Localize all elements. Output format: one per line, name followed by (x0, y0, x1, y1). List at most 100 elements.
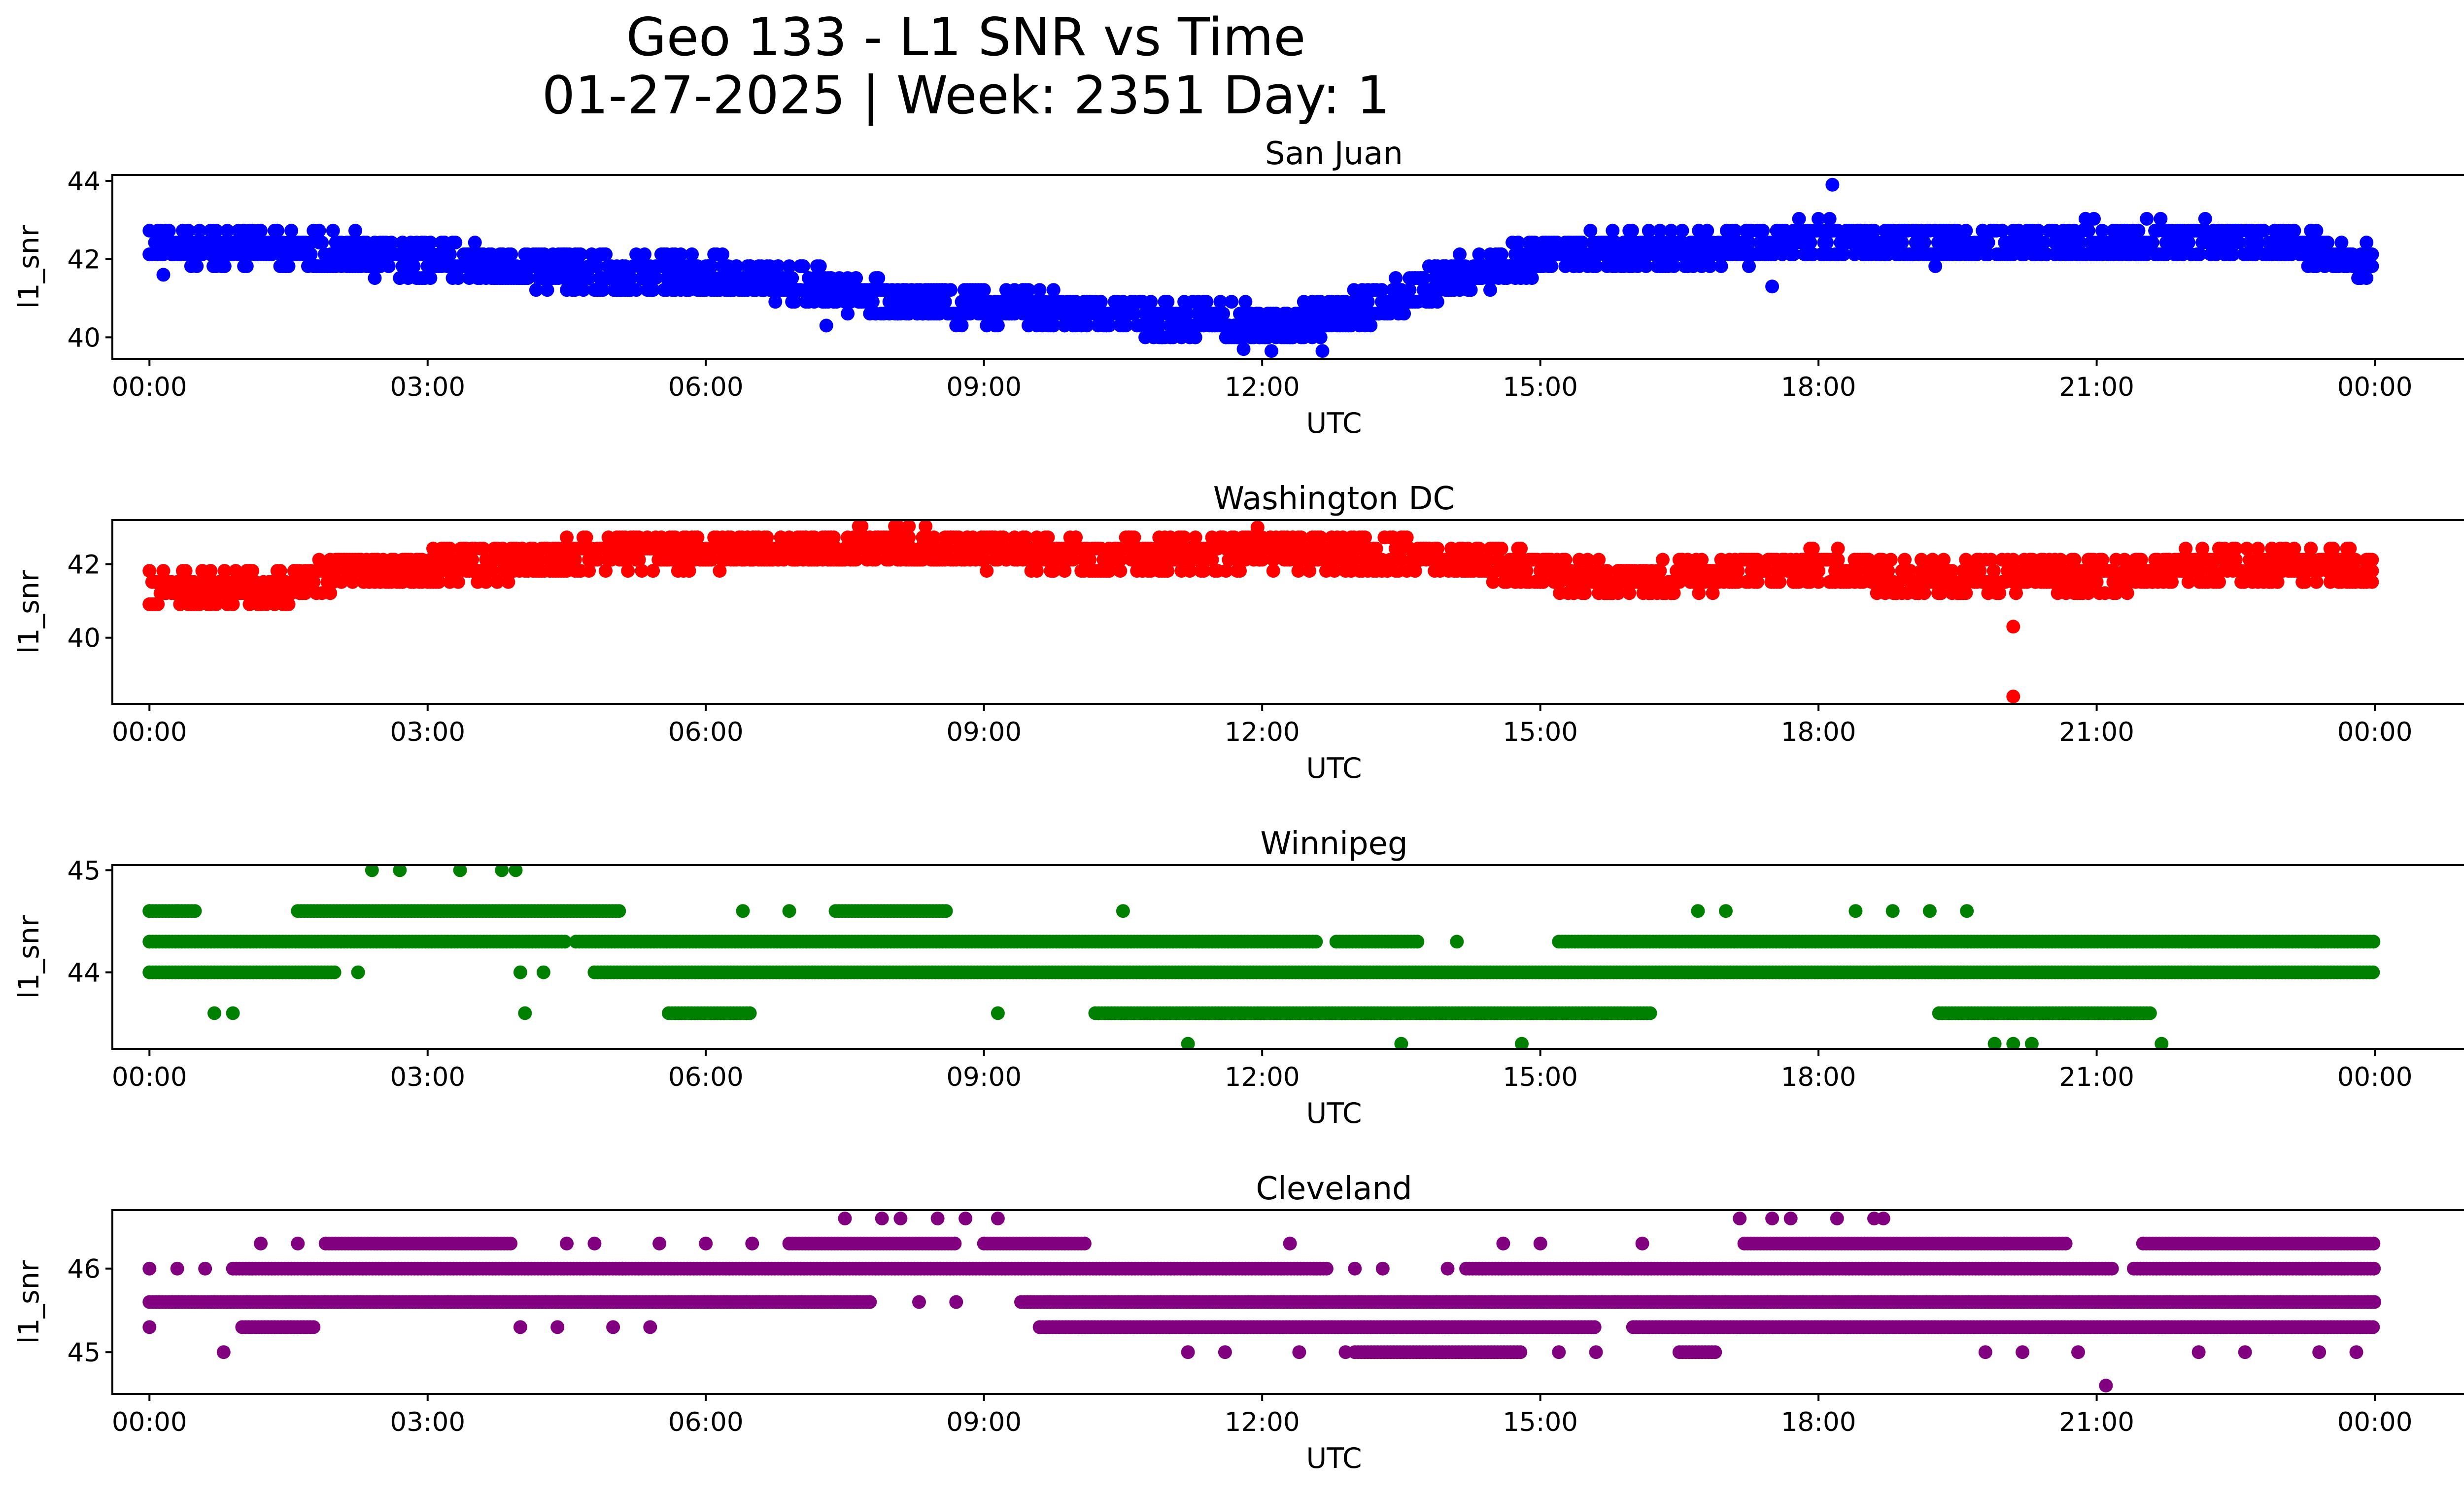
san-juan-point (2031, 223, 2046, 238)
san-juan-point (1675, 223, 1689, 238)
san-juan-point (1188, 330, 1202, 345)
san-juan-point (2095, 223, 2109, 238)
san-juan-point (2140, 211, 2154, 226)
washington-dc-outlier-point (2006, 620, 2020, 634)
san-juan-point (284, 223, 299, 238)
washington-dc-point (476, 541, 490, 556)
washington-dc-point (490, 575, 504, 589)
san-juan-point (1928, 259, 1943, 274)
winnipeg-point (558, 935, 572, 949)
washington-dc-point (2326, 541, 2340, 556)
washington-dc-ytick-label: 40 (68, 624, 101, 654)
washington-dc-point (2240, 541, 2254, 556)
san-juan-point (813, 259, 827, 274)
washington-dc-point (1706, 586, 1720, 600)
san-juan-point (1102, 318, 1116, 333)
san-juan-point (217, 259, 232, 274)
washington-dc-point (2195, 541, 2210, 556)
washington-dc-point (855, 520, 869, 533)
san-juan-ytick-label: 42 (68, 245, 101, 275)
washington-dc-point (1358, 530, 1372, 545)
san-juan-xtick-label: 00:00 (112, 372, 187, 402)
washington-dc-point (1934, 586, 1948, 600)
san-juan-point (468, 236, 482, 249)
san-juan-point (1046, 318, 1061, 333)
san-juan-outlier-point (1265, 344, 1278, 358)
washington-dc-point (2106, 564, 2121, 578)
washington-dc-point (2251, 541, 2265, 556)
san-juan-point (938, 295, 952, 309)
washington-dc-point (1672, 575, 1686, 589)
washington-dc-point (1266, 564, 1280, 578)
washington-dc-point (590, 553, 605, 567)
washington-dc-point (2365, 575, 2379, 589)
washington-dc-point (1903, 564, 1917, 578)
san-juan-point (1606, 223, 1620, 238)
san-juan-point (2321, 236, 2335, 249)
washington-dc-point (599, 564, 613, 578)
washington-dc-point (2179, 541, 2193, 556)
washington-dc-point (1041, 530, 1055, 545)
washington-dc-ytick-label: 42 (68, 550, 101, 580)
san-juan-point (771, 259, 785, 274)
san-juan-point (1822, 211, 1837, 226)
washington-dc-point (1925, 575, 1940, 589)
san-juan-point (448, 236, 463, 249)
washington-dc-point (1255, 553, 1269, 567)
washington-dc-point (1058, 564, 1072, 578)
washington-dc-point (690, 530, 705, 545)
san-juan-points (142, 177, 2379, 358)
washington-dc-xtick-label: 00:00 (2337, 717, 2413, 747)
san-juan-point (1742, 259, 1756, 274)
san-juan-point (1895, 236, 1909, 249)
washington-dc-point (621, 564, 635, 578)
san-juan-point (1361, 295, 1375, 309)
washington-dc-xlabel: UTC (1306, 752, 1362, 785)
san-juan-point (2251, 236, 2265, 249)
washington-dc-point (1831, 553, 1845, 567)
winnipeg-point (327, 965, 342, 979)
washington-dc-point (1083, 553, 1097, 567)
washington-dc-point (890, 520, 905, 533)
san-juan-ytick-label: 40 (68, 323, 101, 353)
san-juan-point (407, 259, 421, 274)
washington-dc-point (142, 564, 157, 578)
washington-dc-point (927, 530, 941, 545)
washington-dc-point (1600, 564, 1614, 578)
san-juan-point (1374, 283, 1389, 297)
san-juan-point (521, 271, 535, 285)
san-juan-point (2154, 211, 2168, 226)
san-juan-point (729, 259, 744, 274)
san-juan-point (1803, 236, 1817, 249)
washington-dc-point (1183, 564, 1197, 578)
washington-dc-point (1812, 564, 1826, 578)
washington-dc-point (217, 564, 232, 578)
san-juan-point (181, 223, 196, 238)
washington-dc-point (1219, 564, 1233, 578)
san-juan-point (1653, 223, 1667, 238)
san-juan-point (1152, 318, 1166, 333)
washington-dc-point (582, 564, 596, 578)
washington-dc-point (1046, 564, 1061, 578)
san-juan-point (1199, 295, 1214, 309)
san-juan-xtick-label: 15:00 (1503, 372, 1578, 402)
san-juan-point (1389, 271, 1403, 285)
san-juan-ylabel: l1_snr (13, 225, 45, 309)
san-juan-point (596, 283, 610, 297)
san-juan-point (1625, 223, 1639, 238)
washington-dc-point (2365, 564, 2379, 578)
washington-dc-point (682, 564, 696, 578)
washington-dc-point (432, 575, 446, 589)
washington-dc-point (1578, 586, 1592, 600)
san-juan-point (384, 236, 399, 249)
san-juan-point (1812, 211, 1826, 226)
san-juan-point (1700, 223, 1714, 238)
washington-dc-point (1394, 553, 1408, 567)
san-juan-point (574, 247, 588, 261)
washington-dc-point (1400, 530, 1414, 545)
washington-dc-point (1302, 564, 1317, 578)
washington-dc-point (479, 575, 493, 589)
